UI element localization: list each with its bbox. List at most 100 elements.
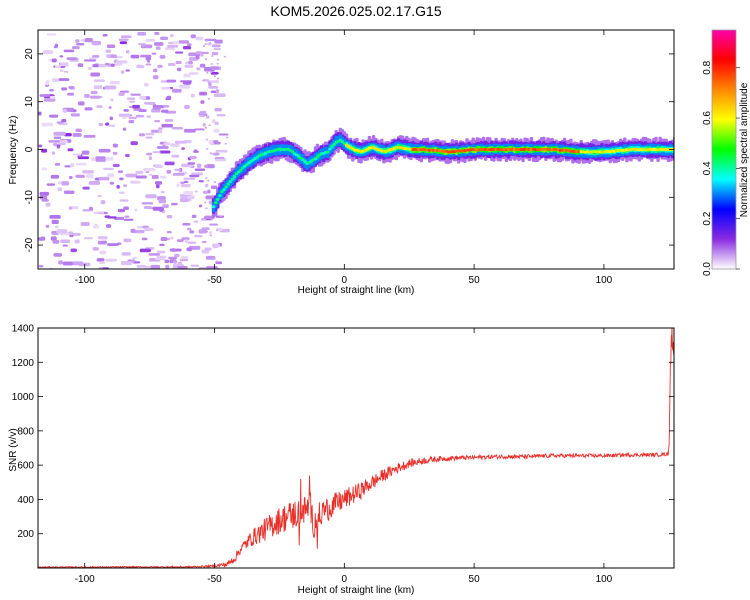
- spectrogram-noise-cell: [210, 185, 218, 189]
- spectrogram-noise-cell: [152, 75, 159, 80]
- spectrogram-noise-cell: [45, 80, 51, 83]
- spectrogram-noise-cell: [177, 261, 182, 265]
- spectrogram-noise-cell: [59, 69, 64, 72]
- spectrogram-x-tick-label: -100: [75, 275, 95, 286]
- spectrogram-noise-cell: [39, 191, 50, 196]
- spectrogram-noise-cell: [49, 215, 61, 219]
- spectrogram-noise-cell: [38, 144, 43, 148]
- spectrogram-noise-cell: [71, 261, 84, 266]
- spectrogram-ridge-cells: [211, 127, 674, 218]
- spectrogram-noise-cell: [144, 168, 156, 172]
- spectrogram-noise-cell: [181, 147, 185, 150]
- spectrogram-noise-cell: [68, 176, 73, 179]
- spectrogram-noise-cell: [199, 114, 205, 118]
- spectrogram-noise-cell: [88, 180, 101, 185]
- spectrogram-noise-cell: [76, 43, 85, 46]
- spectrogram-noise-cell: [68, 231, 74, 235]
- spectrogram-noise-cell: [216, 62, 219, 65]
- spectrogram-noise-cell: [184, 64, 194, 68]
- spectrogram-noise-cell: [186, 195, 195, 200]
- spectrogram-noise-cell: [89, 57, 97, 60]
- spectrogram-noise-cell: [207, 80, 220, 83]
- spectrogram-noise-cell: [89, 95, 101, 99]
- snr-panel: -100 -50 0 50 100 200 400 600 800 1000 1200 1400 H…: [8, 324, 675, 596]
- spectrogram-noise-cell: [183, 177, 196, 180]
- spectrogram-noise-cell: [90, 72, 100, 77]
- spectrogram-noise-cell: [156, 250, 166, 254]
- spectrogram-noise-cell: [103, 167, 114, 170]
- spectrogram-noise-cell: [154, 119, 161, 123]
- spectrogram-noise-cell: [146, 152, 153, 156]
- spectrogram-noise-cell: [132, 256, 138, 260]
- spectrogram-noise-cell: [141, 237, 148, 241]
- spectrogram-noise-cell: [67, 148, 74, 152]
- spectrogram-noise-cell: [131, 259, 135, 264]
- spectrogram-noise-cell: [122, 116, 127, 119]
- spectrogram-ridge-cell: [228, 180, 232, 184]
- spectrogram-noise-cell: [202, 79, 209, 82]
- spectrogram-noise-cell: [217, 267, 220, 269]
- spectrogram-noise-cell: [88, 67, 93, 71]
- spectrogram-noise-cell: [150, 264, 161, 269]
- spectrogram-noise-cell: [202, 190, 209, 194]
- snr-y-tick-label: 600: [17, 461, 34, 472]
- spectrogram-noise-cell: [183, 190, 194, 195]
- spectrogram-x-tick-label: 0: [342, 275, 348, 286]
- spectrogram-noise-cell: [194, 168, 206, 171]
- spectrogram-noise-cell: [169, 33, 174, 38]
- snr-x-tick-label: 50: [469, 574, 481, 585]
- colorbar-tick-label: 0.0: [702, 262, 713, 276]
- spectrogram-noise-cell: [166, 231, 172, 234]
- spectrogram-ridge-cell: [214, 201, 218, 205]
- spectrogram-noise-cell: [75, 128, 82, 133]
- spectrogram-noise-cell: [180, 181, 185, 184]
- spectrogram-noise-cell: [175, 51, 184, 54]
- spectrogram-noise-cell: [98, 176, 110, 181]
- spectrogram-noise-cell: [125, 69, 130, 72]
- spectrogram-noise-cell: [117, 208, 125, 213]
- spectrogram-noise-cell: [196, 67, 201, 71]
- spectrogram-noise-cell: [135, 114, 145, 118]
- spectrogram-noise-cell: [110, 54, 117, 58]
- spectrogram-noise-cell: [52, 142, 58, 146]
- spectrogram-ridge-cell: [238, 168, 243, 172]
- spectrogram-noise-cell: [98, 123, 104, 127]
- spectrogram-noise-cell: [214, 121, 219, 126]
- spectrogram-ridge-cell: [330, 145, 334, 148]
- spectrogram-noise-cell: [70, 206, 79, 210]
- spectrogram-noise-cell: [60, 239, 71, 244]
- spectrogram-noise-cell: [206, 71, 209, 74]
- spectrogram-noise-cell: [50, 236, 57, 241]
- spectrogram-noise-cell: [123, 109, 129, 112]
- snr-frame: [37, 327, 675, 569]
- spectrogram-noise-cell: [138, 43, 146, 46]
- spectrogram-noise-cell: [205, 177, 208, 179]
- spectrogram-noise-cell: [118, 113, 131, 117]
- spectrogram-noise-cell: [151, 175, 159, 179]
- spectrogram-noise-cell: [226, 136, 229, 139]
- spectrogram-y-tick-label: 0: [24, 146, 35, 152]
- spectrogram-noise-cell: [176, 239, 184, 242]
- spectrogram-noise-cell: [158, 127, 163, 130]
- spectrogram-noise-cell: [200, 100, 205, 104]
- spectrogram-noise-cell: [166, 169, 172, 174]
- spectrogram-noise-cell: [174, 168, 181, 171]
- spectrogram-noise-cell: [54, 225, 59, 229]
- spectrogram-noise-cell: [43, 98, 56, 102]
- spectrogram-noise-cell: [204, 43, 207, 45]
- spectrogram-noise-cell: [208, 82, 212, 86]
- spectrogram-noise-cell: [179, 85, 190, 89]
- spectrogram-noise-cell: [119, 177, 124, 181]
- colorbar-tick-label: 0.4: [702, 161, 713, 175]
- spectrogram-noise-cell: [96, 63, 107, 68]
- spectrogram-noise-cell: [54, 43, 59, 48]
- spectrogram-noise-cell: [211, 44, 221, 48]
- spectrogram-noise-cell: [182, 81, 192, 85]
- spectrogram-noise-cell: [209, 234, 212, 237]
- spectrogram-noise-cell: [145, 39, 156, 42]
- spectrogram-noise-cell: [213, 140, 219, 144]
- spectrogram-noise-cell: [99, 250, 107, 255]
- spectrogram-noise-cell: [179, 258, 189, 262]
- spectrogram-noise-cell: [64, 132, 72, 137]
